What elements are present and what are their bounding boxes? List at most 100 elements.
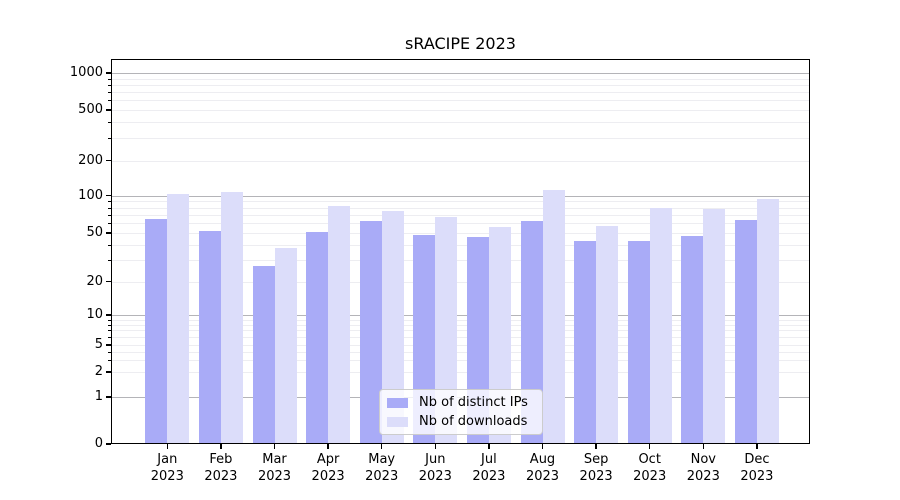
y-tick-label: 1000 (69, 65, 103, 80)
bar-nb-of-distinct-ips (627, 241, 650, 444)
bar-nb-of-downloads (381, 211, 404, 444)
x-tick-month: Oct (638, 452, 661, 467)
gridline-minor (112, 324, 810, 326)
gridline-minor (112, 138, 810, 140)
gridline-minor (112, 78, 810, 80)
y-tick (106, 159, 111, 162)
y-tick-minor (108, 207, 111, 209)
y-tick-label: 100 (78, 187, 103, 203)
gridline-minor (112, 84, 810, 86)
gridline-minor (112, 345, 810, 346)
x-tick-label: May 2023 (355, 452, 409, 485)
y-tick-label: 500 (78, 102, 103, 117)
y-tick-label: 200 (78, 152, 103, 168)
x-tick-month: Jul (481, 452, 497, 467)
x-tick-label: Apr 2023 (301, 452, 355, 485)
bar-nb-of-distinct-ips (520, 220, 543, 444)
gridline-minor (112, 351, 810, 353)
x-tick-label: Aug 2023 (516, 452, 570, 485)
gridline-minor (112, 233, 810, 234)
gridline-minor (112, 160, 810, 162)
y-tick-label: 50 (86, 225, 103, 240)
x-tick-year: 2023 (365, 468, 399, 484)
y-tick (106, 396, 111, 398)
bar-nb-of-distinct-ips (734, 219, 757, 444)
y-tick (106, 232, 111, 234)
bar-nb-of-downloads (435, 217, 458, 444)
gridline-minor (112, 201, 810, 203)
gridline-major (112, 195, 810, 197)
y-tick-minor (108, 330, 111, 332)
y-tick (106, 195, 111, 197)
gridline-minor (112, 281, 810, 283)
x-tick-label: Oct 2023 (623, 452, 677, 485)
x-tick-label: Mar 2023 (248, 452, 302, 485)
bar-nb-of-distinct-ips (252, 265, 275, 444)
x-tick (595, 444, 597, 449)
x-tick (702, 444, 704, 449)
y-tick-minor (108, 260, 111, 262)
bar-nb-of-downloads (328, 205, 351, 444)
y-tick (106, 281, 111, 283)
x-tick-month: Mar (262, 452, 287, 467)
y-tick-minor (108, 351, 111, 353)
legend-label-downloads: Nb of downloads (419, 414, 528, 429)
gridline-minor (112, 122, 810, 124)
bar-nb-of-distinct-ips (574, 241, 597, 444)
gridline-minor (112, 100, 810, 102)
x-tick (488, 444, 490, 449)
y-tick-minor (108, 122, 111, 124)
gridline-minor (112, 330, 810, 332)
y-tick-label: 1 (94, 389, 103, 404)
gridline-minor (112, 223, 810, 225)
y-tick-label: 0 (94, 436, 103, 451)
x-tick-month: Aug (529, 452, 556, 467)
gridline-minor (112, 319, 810, 321)
gridline-minor (112, 337, 810, 339)
legend-swatch-distinct-ips (387, 397, 408, 408)
gridline-minor (112, 360, 810, 362)
x-tick-month: Nov (690, 452, 716, 467)
x-tick-month: Jan (157, 452, 178, 467)
legend-item-distinct-ips: Nb of distinct IPs (380, 395, 542, 410)
x-tick-year: 2023 (472, 468, 506, 484)
y-tick (106, 109, 111, 111)
x-tick (649, 444, 651, 449)
y-tick-minor (108, 223, 111, 225)
y-tick-minor (108, 138, 111, 140)
bar-nb-of-downloads (649, 207, 672, 444)
x-tick-label: Jan 2023 (140, 452, 194, 485)
gridline-minor (112, 244, 810, 246)
x-tick-label: Dec 2023 (730, 452, 784, 485)
x-tick-label: Feb 2023 (194, 452, 248, 485)
legend-item-downloads: Nb of downloads (380, 414, 542, 429)
legend: Nb of distinct IPs Nb of downloads (379, 389, 543, 435)
x-tick-year: 2023 (418, 468, 452, 484)
y-tick-minor (108, 92, 111, 94)
y-tick-label: 2 (94, 364, 103, 379)
bar-nb-of-downloads (703, 209, 726, 444)
y-tick-label: 20 (86, 273, 103, 289)
bar-nb-of-distinct-ips (359, 220, 382, 444)
x-tick-year: 2023 (579, 468, 613, 484)
bar-nb-of-downloads (274, 247, 297, 444)
chart-title: sRACIPE 2023 (405, 34, 516, 53)
y-tick-minor (108, 100, 111, 102)
bar-nb-of-downloads (167, 194, 190, 444)
y-tick-minor (108, 244, 111, 246)
x-tick-year: 2023 (686, 468, 720, 484)
x-tick-month: Jun (425, 452, 446, 467)
gridline-major (112, 73, 810, 74)
bar-nb-of-distinct-ips (681, 236, 704, 444)
bar-nb-of-downloads (542, 190, 565, 444)
x-tick (756, 444, 758, 449)
x-tick (541, 444, 544, 449)
gridline-minor (112, 92, 810, 94)
y-tick-minor (108, 214, 111, 216)
x-tick-month: Sep (583, 452, 609, 467)
y-tick-minor (108, 84, 111, 86)
x-tick (220, 444, 222, 449)
x-tick-year: 2023 (311, 468, 345, 484)
bar-nb-of-distinct-ips (198, 230, 221, 444)
x-tick-label: Sep 2023 (569, 452, 623, 485)
